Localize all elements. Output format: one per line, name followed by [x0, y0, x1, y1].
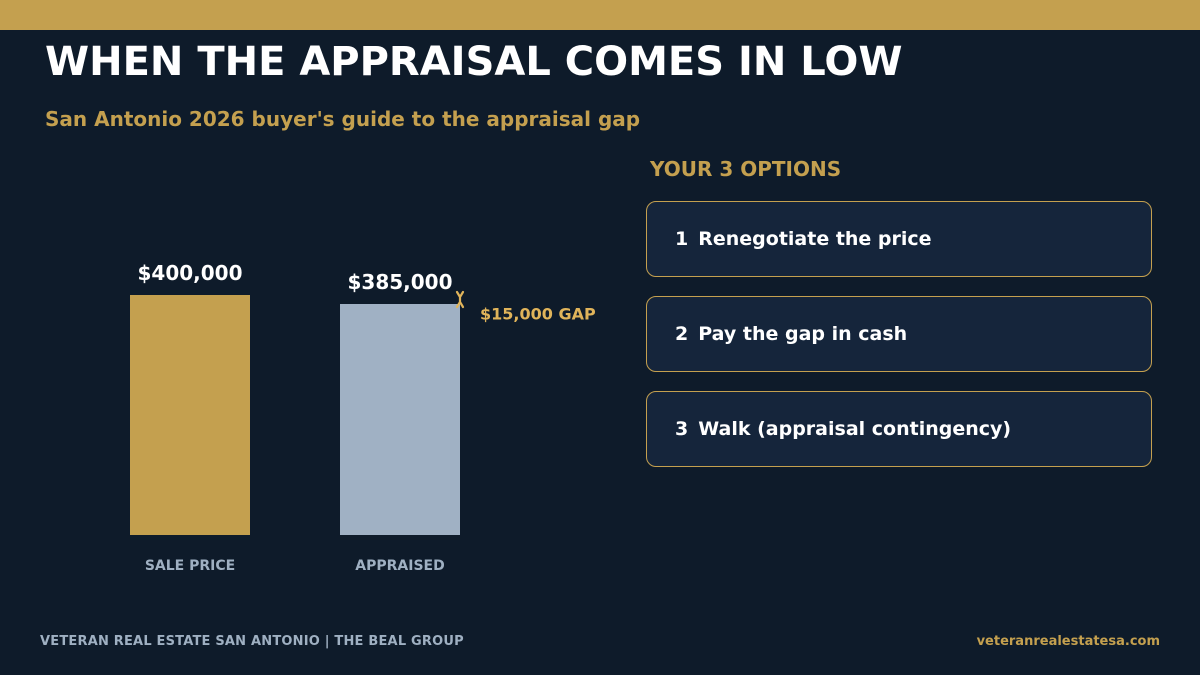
value-label-sale-price: $400,000: [137, 261, 242, 285]
category-label-sale-price: SALE PRICE: [145, 558, 235, 574]
option-label: Renegotiate the price: [698, 228, 932, 250]
bar-sale-price: [130, 295, 250, 535]
page-subtitle: San Antonio 2026 buyer's guide to the ap…: [45, 107, 641, 131]
option-number: 2: [675, 323, 689, 345]
footer-website-link[interactable]: veteranrealestatesa.com: [976, 634, 1160, 649]
top-accent-band: [0, 0, 1200, 30]
value-label-appraised: $385,000: [347, 270, 452, 294]
option-label: Walk (appraisal contingency): [698, 418, 1012, 440]
bar-appraised: [340, 304, 460, 535]
gap-bracket-icon: [455, 290, 465, 309]
option-number: 1: [675, 228, 689, 250]
gap-annotation: $15,000 GAP: [480, 305, 596, 324]
option-number: 3: [675, 418, 689, 440]
option-card-renegotiate: 1 Renegotiate the price: [646, 201, 1152, 277]
option-card-pay-gap: 2 Pay the gap in cash: [646, 296, 1152, 372]
options-heading: YOUR 3 OPTIONS: [650, 157, 842, 181]
category-label-appraised: APPRAISED: [355, 558, 444, 574]
option-label: Pay the gap in cash: [698, 323, 908, 345]
page-title: WHEN THE APPRAISAL COMES IN LOW: [45, 39, 903, 85]
appraisal-gap-chart: $400,000 $385,000 SALE PRICE APPRAISED $…: [130, 261, 596, 574]
option-card-walk: 3 Walk (appraisal contingency): [646, 391, 1152, 467]
footer-brand: VETERAN REAL ESTATE SAN ANTONIO | THE BE…: [40, 634, 464, 649]
